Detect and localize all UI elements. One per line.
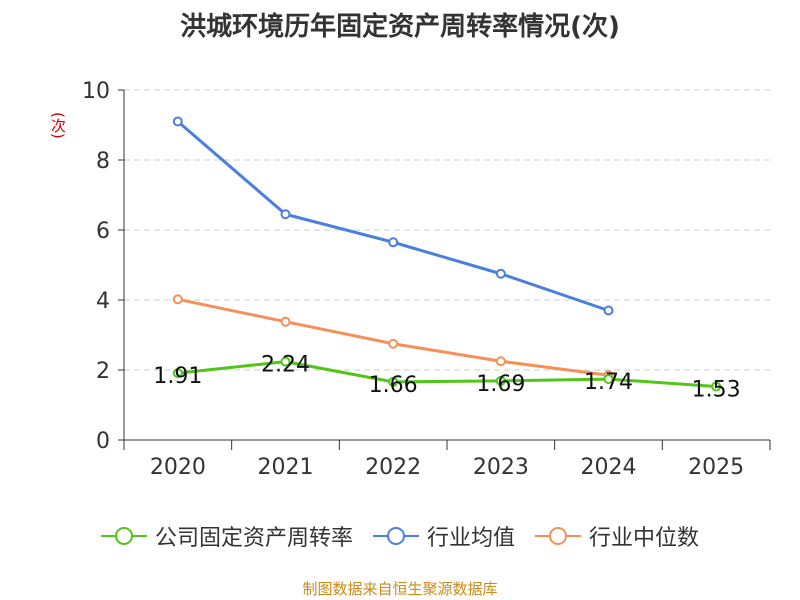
x-tick-label-2021: 2021	[258, 455, 314, 480]
data-source-note: 制图数据来自恒生聚源数据库	[302, 580, 498, 598]
data-label-2020: 1.91	[153, 364, 202, 389]
data-label-2022: 1.66	[369, 373, 418, 398]
series-1-point-2020	[172, 116, 183, 127]
series-2-point-2020	[172, 294, 183, 305]
series-line-1	[176, 120, 609, 312]
series-0-point-2020	[172, 368, 183, 379]
legend-label-industry-median: 行业中位数	[589, 526, 700, 551]
series-0-point-2022	[388, 376, 399, 387]
legend-item-industry-mean[interactable]: 行业均值	[372, 520, 515, 552]
y-tick-label-10: 10	[82, 79, 110, 104]
legend-item-company[interactable]: 公司固定资产周转率	[100, 520, 353, 552]
x-tick-label-2024: 2024	[581, 455, 637, 480]
series-2-point-2023	[495, 356, 506, 367]
series-0-point-2023	[495, 375, 506, 386]
y-axis-unit-label: (次)	[49, 112, 67, 139]
series-1-point-2021	[280, 209, 291, 220]
y-tick-label-8: 8	[96, 149, 110, 174]
series-0-point-2024	[603, 374, 614, 385]
x-tick-label-2023: 2023	[473, 455, 529, 480]
series-1-point-2024	[603, 305, 614, 316]
x-tick-label-2022: 2022	[365, 455, 421, 480]
legend-label-industry-mean: 行业均值	[426, 526, 515, 551]
data-label-2024: 1.74	[584, 370, 633, 395]
legend: 公司固定资产周转率 行业均值 行业中位数	[0, 520, 800, 552]
chart-title: 洪城环境历年固定资产周转率情况(次)	[180, 12, 620, 42]
data-label-2023: 1.69	[476, 372, 525, 397]
x-tick-label-2025: 2025	[688, 455, 744, 480]
legend-marker-company	[100, 527, 147, 545]
series-1-point-2022	[388, 237, 399, 248]
data-label-2021: 2.24	[261, 353, 310, 378]
y-tick-label-4: 4	[96, 289, 110, 314]
series-line-0	[177, 360, 717, 388]
data-label-2025: 1.53	[692, 377, 741, 402]
series-line-2	[177, 297, 609, 377]
series-2-point-2021	[280, 316, 291, 327]
series-1-point-2023	[495, 268, 506, 279]
series-0-point-2025	[711, 381, 722, 392]
y-tick-label-6: 6	[96, 219, 110, 244]
legend-label-company: 公司固定资产周转率	[154, 526, 353, 551]
series-2-point-2022	[388, 338, 399, 349]
legend-item-industry-median[interactable]: 行业中位数	[535, 520, 699, 552]
y-tick-label-0: 0	[96, 429, 110, 454]
x-tick-label-2020: 2020	[150, 455, 206, 480]
legend-marker-industry-median	[535, 527, 581, 545]
series-0-point-2021	[280, 356, 291, 367]
y-tick-label-2: 2	[96, 359, 110, 384]
legend-marker-industry-mean	[372, 527, 419, 545]
